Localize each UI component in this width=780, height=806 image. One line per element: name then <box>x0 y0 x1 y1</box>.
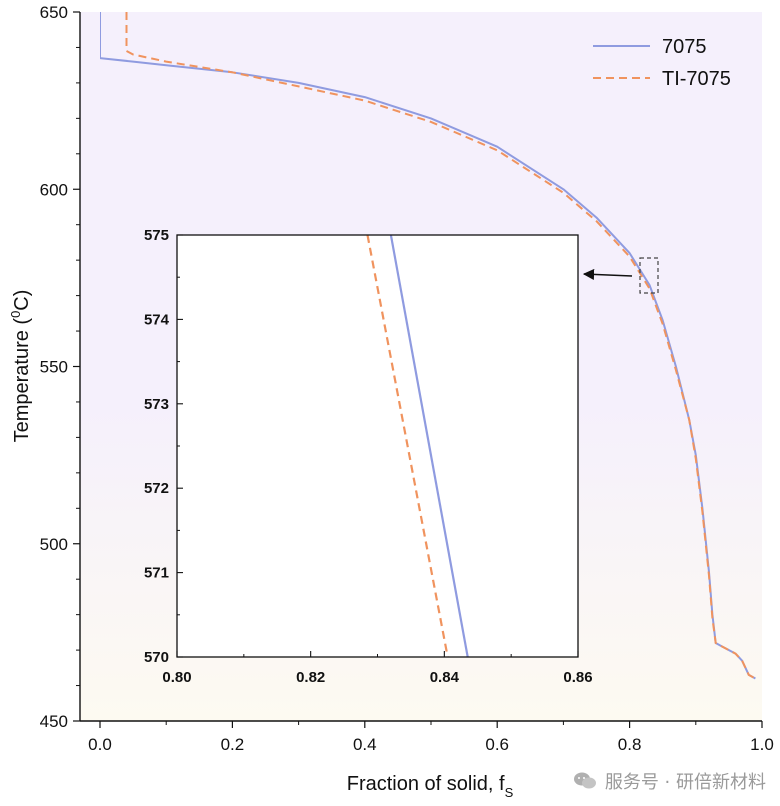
inset-axes: 0.80 0.82 0.84 0.86 570 571 572 573 574 575 <box>144 227 593 686</box>
watermark-text: 服务号 · 研倍新材料 <box>604 772 766 793</box>
inset-x-tick-label: 0.80 <box>162 669 191 686</box>
main-x-tick-label: 0.4 <box>353 735 377 754</box>
main-y-tick-label: 500 <box>40 535 68 554</box>
legend: 7075 TI-7075 <box>593 36 731 90</box>
inset-x-tick-label: 0.86 <box>563 669 592 686</box>
main-x-tick-label: 0.2 <box>221 735 245 754</box>
main-y-tick-label: 450 <box>40 712 68 731</box>
series-line-TI-7075 <box>125 12 756 680</box>
main-y-tick-label: 550 <box>40 358 68 377</box>
inset-y-tick-label: 571 <box>144 565 169 582</box>
main-axes: 0.0 0.2 0.4 0.6 0.8 1.0 450 500 550 600 650 <box>40 3 774 754</box>
zoom-annotation <box>582 257 659 294</box>
inset-x-tick-label: 0.84 <box>430 669 460 686</box>
inset-y-tick-label: 573 <box>144 396 169 413</box>
main-x-tick-label: 0.6 <box>485 735 509 754</box>
inset-series-line-TI-7075 <box>366 235 449 657</box>
main-y-tick-label: 600 <box>40 180 68 199</box>
inset-y-tick-label: 575 <box>144 227 169 244</box>
x-axis-label: Fraction of solid, fS <box>347 773 514 800</box>
zoom-box <box>639 257 659 294</box>
y-axis-label: Temperature (0C) <box>8 290 33 443</box>
inset-series-line-7075 <box>389 235 469 657</box>
main-x-tick-label: 0.0 <box>88 735 112 754</box>
y-axis-label-end: C) <box>11 290 33 311</box>
main-x-tick-label: 0.8 <box>618 735 642 754</box>
inset-y-tick-label: 574 <box>144 311 170 328</box>
legend-label-TI-7075: TI-7075 <box>662 68 731 90</box>
legend-label-7075: 7075 <box>662 36 707 58</box>
x-axis-label-sub: S <box>505 785 514 800</box>
main-series-group <box>100 12 756 680</box>
main-x-tick-label: 1.0 <box>750 735 774 754</box>
inset-y-tick-label: 570 <box>144 649 169 666</box>
main-y-tick-label: 650 <box>40 3 68 22</box>
inset-series-group <box>366 235 469 657</box>
wechat-icon <box>573 772 596 789</box>
y-axis-label-sup: 0 <box>8 311 23 318</box>
y-axis-label-text: Temperature ( <box>11 318 33 443</box>
watermark: 服务号 · 研倍新材料 <box>573 768 766 794</box>
zoom-arrow <box>582 268 633 281</box>
inset-x-tick-label: 0.82 <box>296 669 325 686</box>
inset-background <box>177 235 578 657</box>
inset-y-tick-label: 572 <box>144 480 169 497</box>
x-axis-label-text: Fraction of solid, f <box>347 773 505 795</box>
